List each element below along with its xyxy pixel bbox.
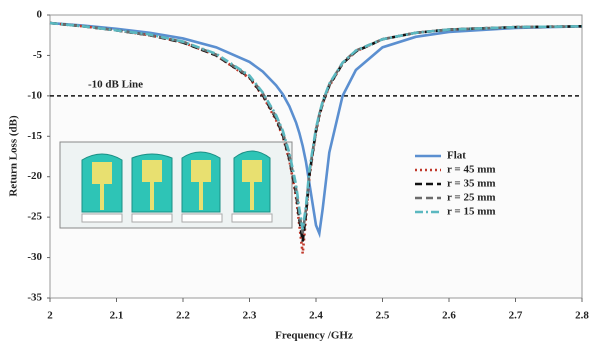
legend-label: r = 25 mm — [447, 192, 496, 204]
x-tick-label: 2.5 — [376, 310, 390, 322]
x-axis-label: Frequency /GHz — [275, 330, 353, 342]
y-tick-label: -20 — [27, 170, 42, 182]
annotation: -10 dB Line — [88, 78, 143, 90]
inset-figure — [60, 142, 292, 228]
x-tick-label: 2.1 — [110, 310, 124, 322]
y-axis-label: Return Loss (dB) — [8, 115, 20, 197]
y-tick-label: -25 — [27, 211, 42, 223]
x-tick-label: 2.6 — [442, 310, 456, 322]
y-tick-label: -35 — [27, 292, 42, 304]
x-tick-label: 2.8 — [575, 310, 589, 322]
y-tick-label: -5 — [33, 49, 43, 61]
legend-label: r = 35 mm — [447, 178, 496, 190]
x-tick-label: 2.2 — [176, 310, 190, 322]
y-tick-label: -10 — [27, 89, 42, 101]
legend-label: r = 15 mm — [447, 206, 496, 218]
chart: Frequency /GHz Return Loss (dB) 0 -5 -10 -1… — [0, 0, 595, 350]
y-tick-label: -15 — [27, 130, 42, 142]
x-tick-label: 2.3 — [243, 310, 257, 322]
x-tick-label: 2 — [47, 310, 53, 322]
y-tick-label: 0 — [37, 9, 43, 21]
x-tick-label: 2.7 — [509, 310, 523, 322]
legend-label: r = 45 mm — [447, 164, 496, 176]
x-tick-label: 2.4 — [309, 310, 323, 322]
y-tick-label: -30 — [27, 251, 42, 263]
legend-label: Flat — [447, 150, 466, 162]
